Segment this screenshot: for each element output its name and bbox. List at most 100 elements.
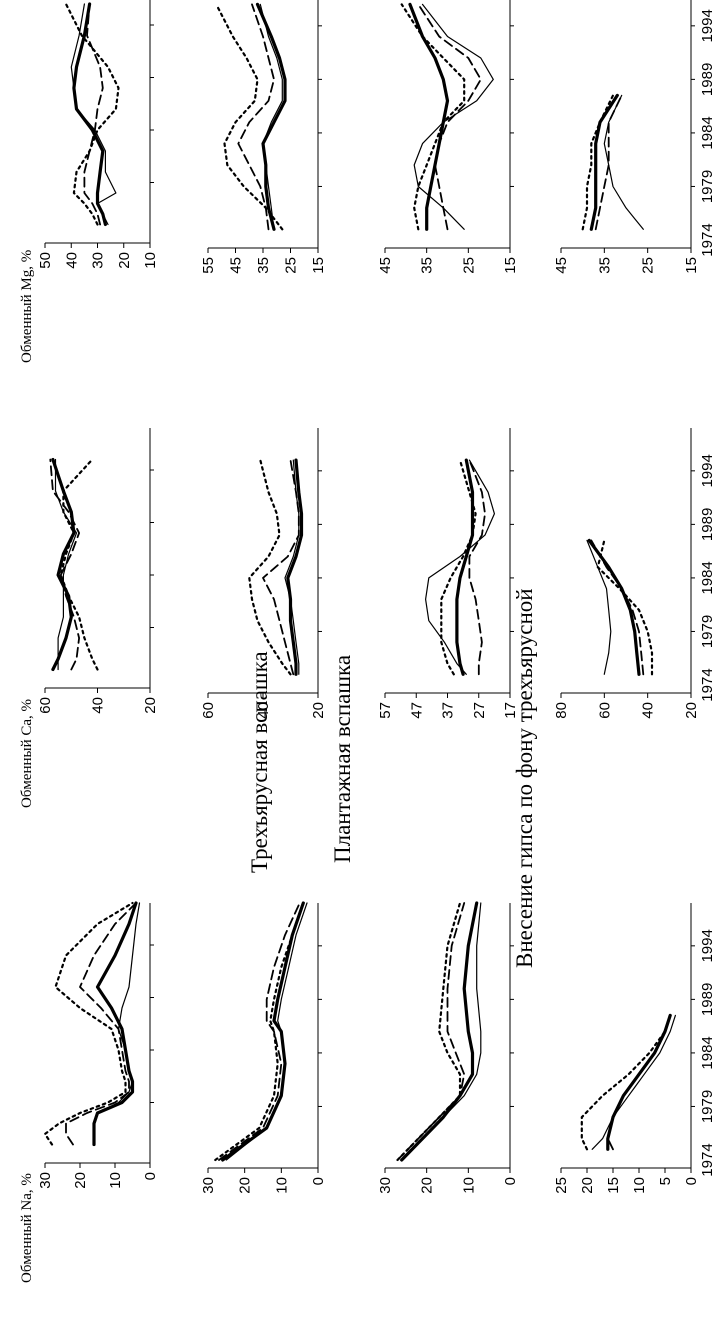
y-tick-label: 0 (310, 1177, 327, 1185)
series-line-dotted (215, 3, 284, 231)
series-line-dashed (262, 459, 300, 676)
y-tick-label: 60 (200, 702, 217, 719)
series-line-dotted (580, 1014, 672, 1151)
panel-title: Обменный Mg, % (19, 250, 35, 363)
panel-title: Обменный Ca, % (19, 699, 35, 808)
series-line-thin (93, 902, 141, 1146)
x-tick-label: 1984 (699, 116, 716, 149)
y-tick-label: 45 (553, 257, 570, 274)
y-tick-label: 20 (142, 697, 159, 714)
x-tick-label: 1974 (699, 1143, 716, 1176)
y-tick-label: 20 (419, 1177, 436, 1194)
y-tick-label: 30 (90, 252, 107, 269)
x-tick-label: 1994 (699, 454, 716, 487)
panel-3-4: 15 25 35 45 (553, 0, 700, 274)
y-tick-label: 27 (471, 702, 488, 719)
series-line-dashed (218, 902, 301, 1161)
y-tick-label: 45 (377, 257, 394, 274)
y-tick-label: 50 (37, 252, 54, 269)
series-line-thin (603, 94, 644, 230)
y-tick-label: 15 (605, 1177, 622, 1194)
series-line-dashed (590, 539, 645, 676)
banner-three-tier-plowing: Трехъярусная вспашка (247, 651, 272, 873)
series-line-dotted (248, 458, 292, 676)
panel-2-4: 20 40 60 80 (553, 428, 700, 719)
x-tick-label: 1994 (699, 9, 716, 42)
series-line-thick (455, 458, 475, 676)
y-tick-label: 25 (553, 1177, 570, 1194)
series-line-dashed (83, 3, 104, 226)
series-line-dotted (581, 94, 615, 231)
series-line-dashed (417, 3, 482, 231)
x-tick-label: 1979 (699, 615, 716, 648)
y-tick-label: 17 (502, 702, 519, 719)
x-tick-label: 1974 (699, 223, 716, 256)
x-tick-label: 1974 (699, 668, 716, 701)
y-tick-label: 10 (142, 252, 159, 269)
y-tick-label: 20 (72, 1172, 89, 1189)
series-line-dashed (396, 902, 466, 1161)
series-line-thin (225, 902, 308, 1161)
y-tick-label: 40 (63, 252, 80, 269)
series-line-dashed (237, 3, 275, 231)
y-tick-label: 47 (408, 702, 425, 719)
y-tick-label: 30 (37, 1172, 54, 1189)
y-tick-label: 10 (631, 1177, 648, 1194)
y-tick-label: 0 (683, 1177, 700, 1185)
y-tick-label: 57 (377, 702, 394, 719)
y-tick-label: 37 (440, 702, 457, 719)
series-line-dotted (400, 3, 466, 231)
series-line-thin (259, 3, 283, 230)
x-tick-label: 1989 (699, 983, 716, 1016)
series-line-thick (587, 538, 641, 676)
series-line-dotted (64, 2, 120, 226)
y-tick-label: 40 (640, 702, 657, 719)
series-line-thick (51, 457, 76, 672)
y-tick-label: 35 (255, 257, 272, 274)
x-tick-label: 1994 (699, 929, 716, 962)
y-tick-label: 20 (310, 702, 327, 719)
x-tick-label: 1984 (699, 561, 716, 594)
panel-title: Обменный Na, % (19, 1173, 35, 1283)
series-line-thin (591, 1014, 677, 1150)
y-tick-label: 45 (228, 257, 245, 274)
y-tick-label: 25 (460, 257, 477, 274)
series-line-thin (70, 3, 117, 226)
y-tick-label: 15 (502, 257, 519, 274)
y-tick-label: 0 (502, 1177, 519, 1185)
series-line-thin (425, 459, 495, 675)
x-tick-label: 1989 (699, 508, 716, 541)
y-tick-label: 15 (683, 257, 700, 274)
y-tick-label: 10 (107, 1172, 124, 1189)
y-tick-label: 30 (377, 1177, 394, 1194)
series-line-thick (255, 2, 287, 231)
series-line-thin (401, 902, 482, 1161)
series-line-dotted (214, 901, 305, 1162)
y-tick-label: 25 (640, 257, 657, 274)
series-line-dotted (596, 539, 654, 676)
banner-plantage-plowing: Плантажная вспашка (330, 655, 355, 863)
y-tick-label: 5 (657, 1177, 674, 1185)
panel-3-2: 15 25 35 45 55 (200, 0, 327, 274)
panel-1-2: 0 10 20 30 (200, 901, 327, 1194)
panel-2-2: 20 40 60 (200, 428, 327, 719)
y-tick-label: 80 (553, 702, 570, 719)
y-tick-label: 35 (419, 257, 436, 274)
series-line-dotted (43, 901, 134, 1146)
y-tick-label: 25 (283, 257, 300, 274)
y-tick-label: 20 (579, 1177, 596, 1194)
x-tick-label: 1989 (699, 63, 716, 96)
series-line-thin (54, 458, 78, 671)
y-tick-label: 40 (255, 702, 272, 719)
y-tick-label: 10 (273, 1177, 290, 1194)
x-tick-label: 1979 (699, 1090, 716, 1123)
y-tick-label: 40 (90, 697, 107, 714)
series-line-dotted (59, 458, 99, 671)
y-tick-label: 60 (596, 702, 613, 719)
y-tick-label: 0 (142, 1172, 159, 1180)
